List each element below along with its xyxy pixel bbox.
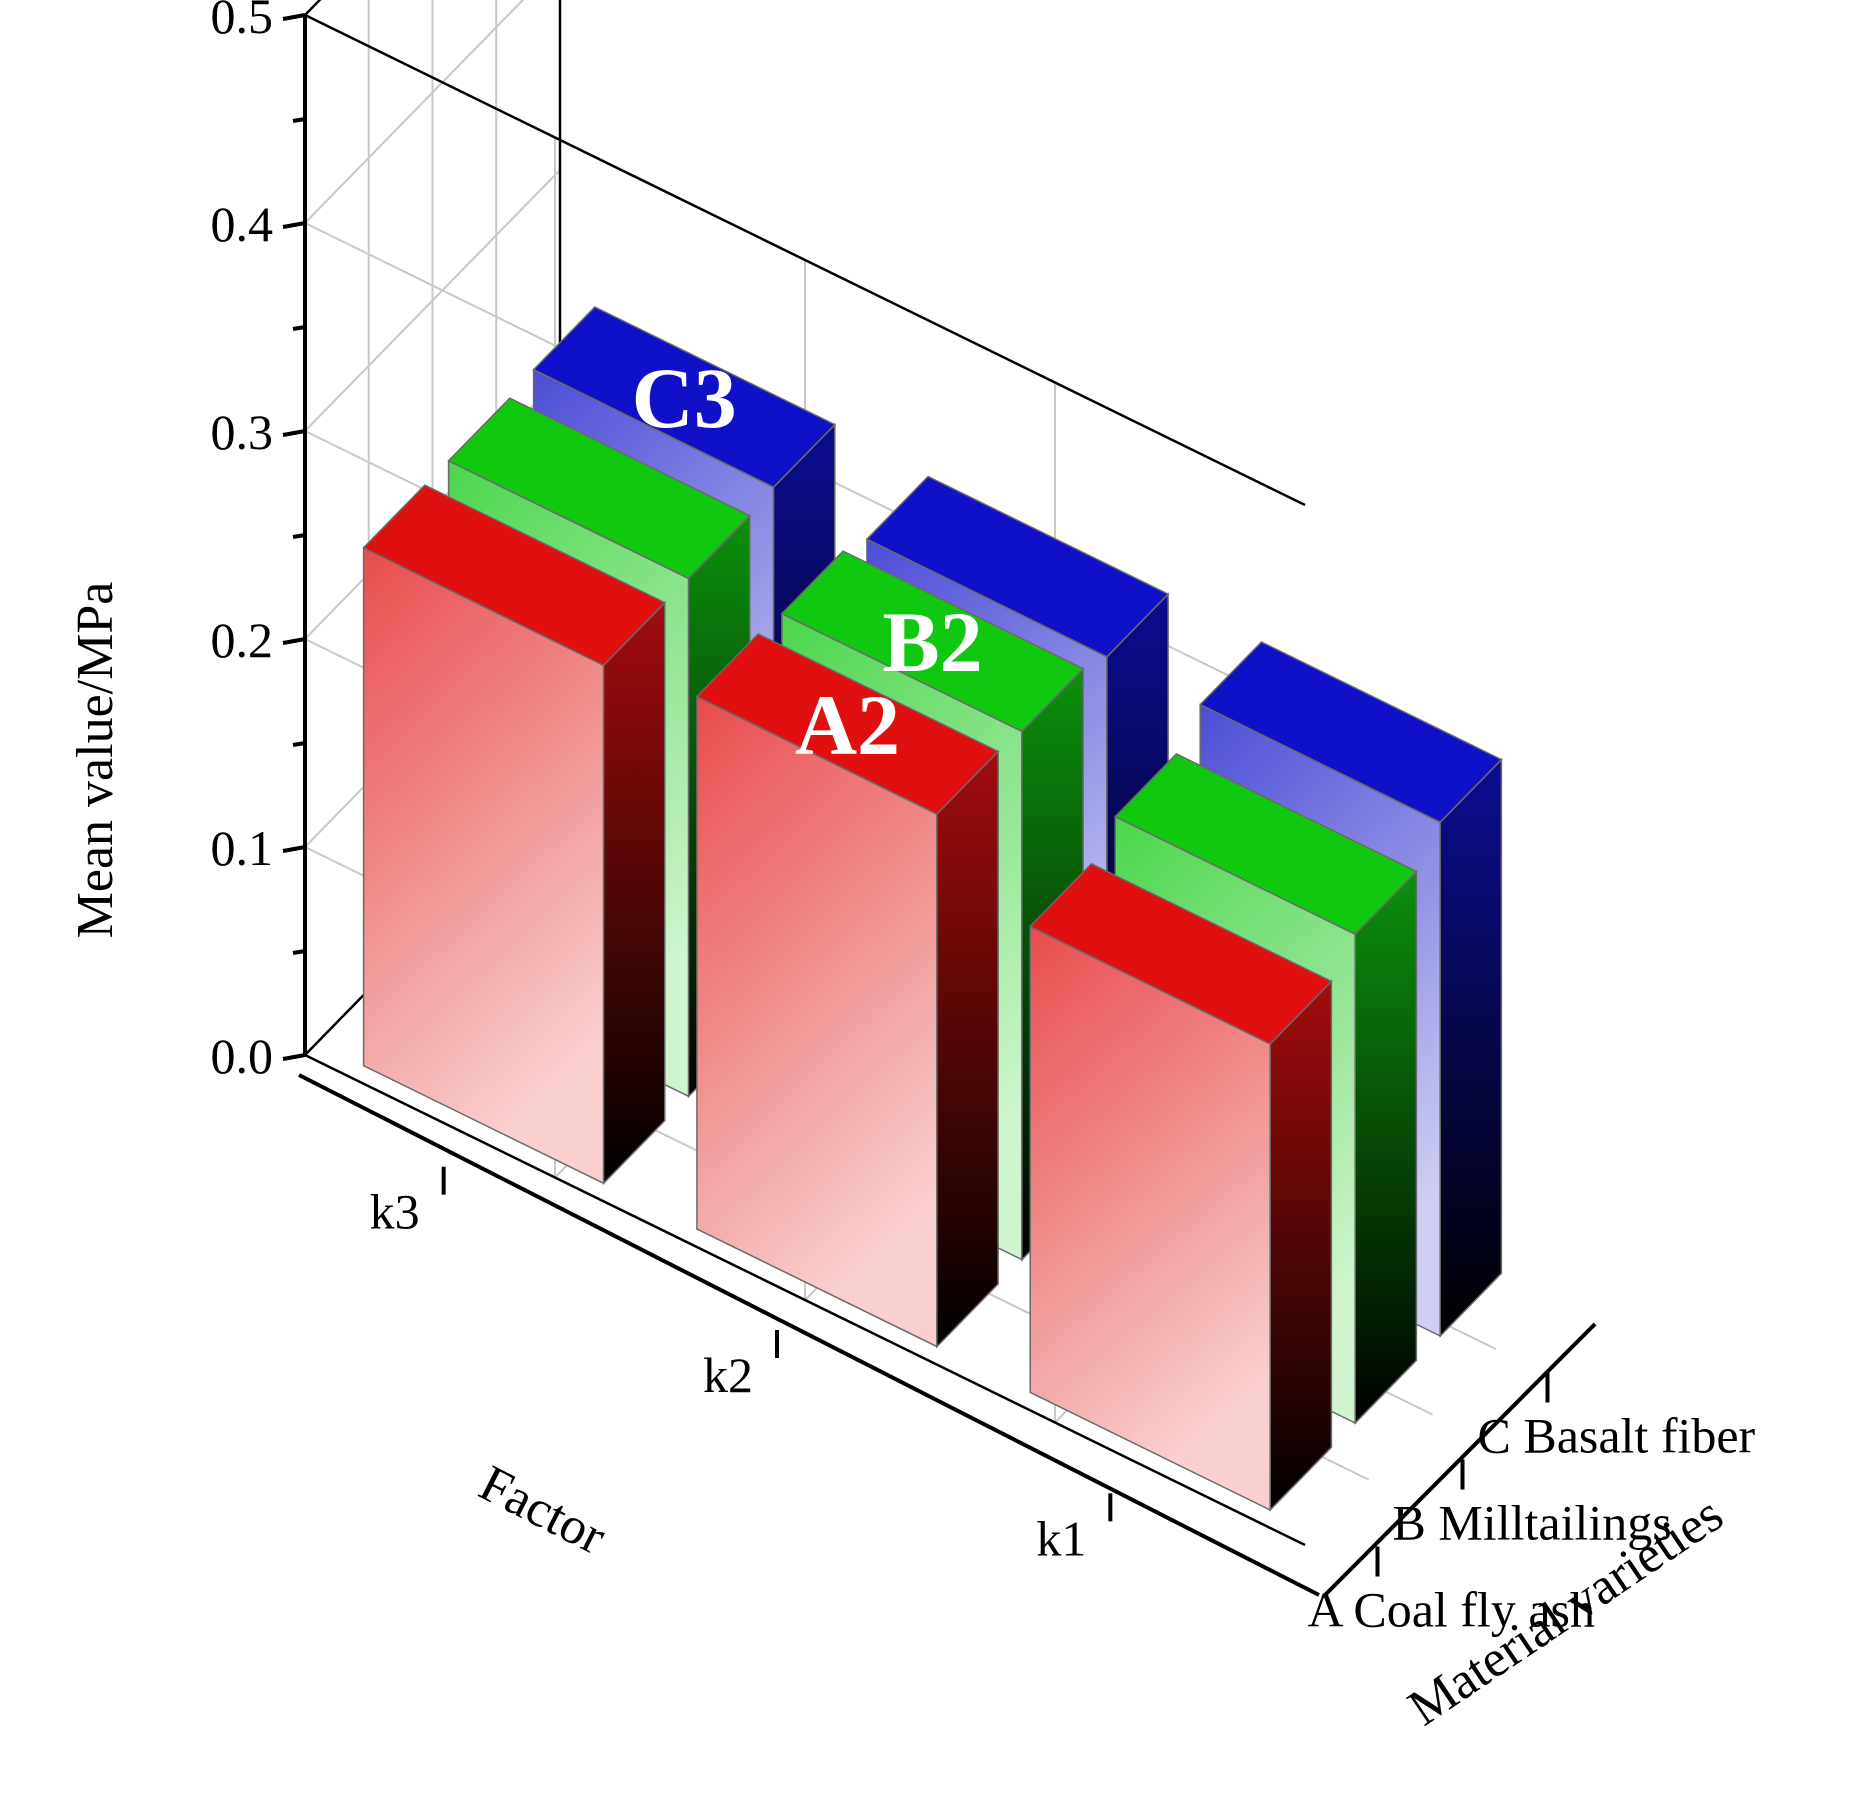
- bar-top-face: [532, 306, 837, 489]
- z-tick-label: 0.3: [211, 404, 274, 460]
- bar-a-k1: [1028, 862, 1333, 1512]
- bar-right-face: [602, 600, 666, 1186]
- bar-top-face: [865, 475, 1170, 658]
- z-tick-label: 0.1: [211, 820, 274, 876]
- z-minor-tick: [292, 533, 306, 539]
- z-major-tick: [282, 845, 306, 853]
- bar-top-face: [780, 550, 1085, 733]
- factor-tick-label: k1: [1036, 1510, 1086, 1566]
- bar-top-face: [362, 484, 667, 667]
- factor-axis-title: Factor: [470, 1455, 614, 1566]
- annotation-label: B2: [882, 594, 982, 690]
- bar-top-face: [1198, 641, 1503, 824]
- z-minor-tick: [292, 949, 306, 955]
- z-minor-tick: [292, 741, 306, 747]
- factor-tick-label: k3: [370, 1184, 420, 1240]
- bar-right-face: [1354, 869, 1418, 1425]
- bar-top-face: [447, 397, 752, 580]
- z-tick-label: 0.5: [211, 0, 274, 44]
- z-tick-label: 0.0: [211, 1028, 274, 1084]
- z-major-tick: [282, 221, 306, 229]
- material-tick-label: B Milltailings: [1393, 1495, 1672, 1551]
- frame-edge: [304, 1053, 1306, 1547]
- factor-axis-line: [298, 1073, 1320, 1597]
- bar-right-face: [936, 749, 999, 1349]
- z-major-tick: [282, 13, 306, 21]
- bar-top-face: [695, 632, 1000, 816]
- bar-right-face: [1269, 979, 1333, 1512]
- material-axis-line: [1323, 1322, 1597, 1597]
- z-major-tick: [282, 637, 306, 645]
- z-minor-tick: [292, 117, 306, 123]
- bars: [362, 306, 1503, 1512]
- z-major-tick: [282, 429, 306, 437]
- axes: [282, 13, 1597, 1597]
- annotation-label: A2: [795, 677, 900, 773]
- bar-top-face: [1113, 752, 1418, 936]
- z-tick-label: 0.4: [211, 196, 274, 252]
- bar-a-k2: [695, 632, 1000, 1349]
- bar-a-k3: [362, 484, 667, 1186]
- material-tick-label: A Coal fly ash: [1308, 1582, 1595, 1638]
- z-tick-label: 0.2: [211, 612, 274, 668]
- z-major-tick: [282, 1053, 306, 1061]
- annotation-label: C3: [632, 350, 737, 446]
- frame-edge: [304, 13, 1306, 507]
- bar-right-face: [1439, 757, 1503, 1338]
- material-tick-label: C Basalt fiber: [1478, 1408, 1756, 1464]
- factor-tick-label: k2: [703, 1347, 753, 1403]
- z-axis-title: Mean value/MPa: [67, 582, 124, 939]
- bar-top-face: [1028, 862, 1333, 1045]
- z-minor-tick: [292, 325, 306, 331]
